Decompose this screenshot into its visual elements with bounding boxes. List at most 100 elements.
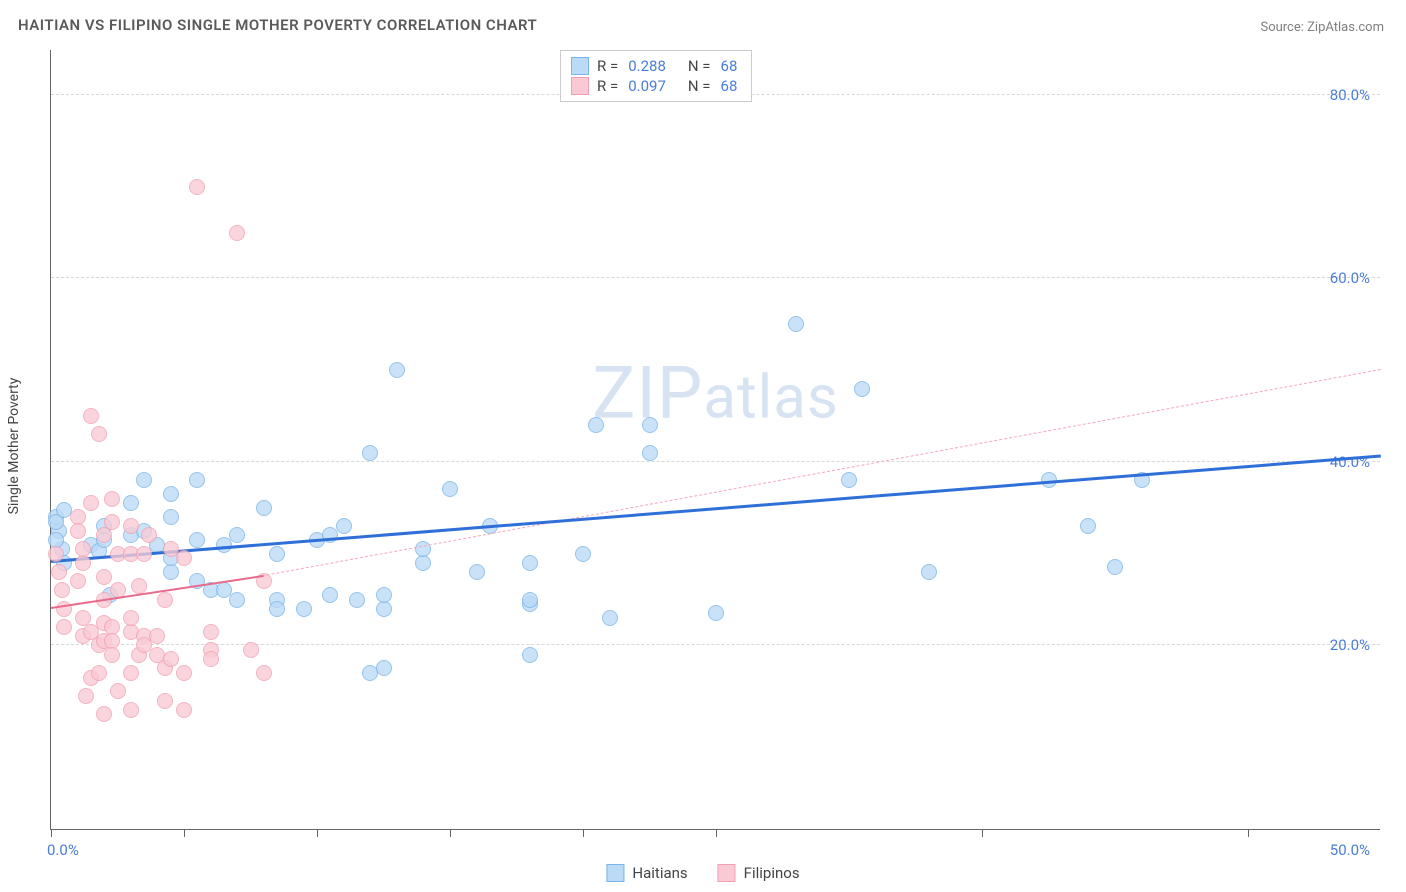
scatter-point bbox=[96, 569, 112, 585]
scatter-point bbox=[141, 527, 157, 543]
scatter-point bbox=[176, 665, 192, 681]
scatter-point bbox=[203, 651, 219, 667]
scatter-point bbox=[229, 225, 245, 241]
scatter-point bbox=[708, 605, 724, 621]
scatter-point bbox=[104, 491, 120, 507]
scatter-point bbox=[362, 445, 378, 461]
scatter-point bbox=[189, 179, 205, 195]
legend-item: Filipinos bbox=[718, 864, 800, 882]
scatter-point bbox=[522, 555, 538, 571]
scatter-point bbox=[123, 610, 139, 626]
x-tick bbox=[1248, 829, 1249, 837]
scatter-point bbox=[104, 647, 120, 663]
scatter-point bbox=[70, 573, 86, 589]
scatter-point bbox=[389, 362, 405, 378]
scatter-point bbox=[163, 564, 179, 580]
scatter-point bbox=[149, 628, 165, 644]
y-tick-label: 20.0% bbox=[1330, 636, 1370, 654]
scatter-point bbox=[96, 706, 112, 722]
scatter-point bbox=[123, 702, 139, 718]
y-tick-label: 60.0% bbox=[1330, 269, 1370, 287]
scatter-point bbox=[256, 665, 272, 681]
legend-R-value: 0.288 bbox=[628, 57, 666, 75]
scatter-point bbox=[104, 514, 120, 530]
gridline bbox=[51, 277, 1380, 278]
scatter-point bbox=[163, 651, 179, 667]
scatter-point bbox=[243, 642, 259, 658]
legend-label: Haitians bbox=[632, 864, 687, 882]
scatter-point bbox=[322, 587, 338, 603]
scatter-point bbox=[376, 601, 392, 617]
scatter-point bbox=[189, 472, 205, 488]
scatter-point bbox=[854, 381, 870, 397]
x-tick bbox=[184, 829, 185, 837]
scatter-point bbox=[349, 592, 365, 608]
x-tick bbox=[583, 829, 584, 837]
scatter-point bbox=[75, 555, 91, 571]
scatter-point bbox=[921, 564, 937, 580]
plot-area: ZIPatlas 20.0%40.0%60.0%80.0%0.0%50.0% bbox=[50, 50, 1380, 830]
scatter-point bbox=[203, 624, 219, 640]
stats-legend: R = 0.288N = 68R = 0.097N = 68 bbox=[560, 50, 752, 102]
scatter-point bbox=[51, 564, 67, 580]
scatter-point bbox=[256, 500, 272, 516]
scatter-point bbox=[70, 523, 86, 539]
legend-R-label: R = bbox=[597, 77, 618, 95]
legend-R-value: 0.097 bbox=[628, 77, 666, 95]
legend-swatch bbox=[718, 864, 736, 882]
scatter-point bbox=[54, 582, 70, 598]
chart-title: HAITIAN VS FILIPINO SINGLE MOTHER POVERT… bbox=[18, 16, 537, 34]
x-tick-label: 0.0% bbox=[47, 841, 79, 859]
scatter-point bbox=[136, 546, 152, 562]
scatter-point bbox=[575, 546, 591, 562]
scatter-point bbox=[522, 592, 538, 608]
scatter-point bbox=[75, 541, 91, 557]
scatter-point bbox=[48, 546, 64, 562]
scatter-point bbox=[841, 472, 857, 488]
scatter-point bbox=[123, 495, 139, 511]
scatter-point bbox=[96, 527, 112, 543]
scatter-point bbox=[269, 546, 285, 562]
scatter-point bbox=[83, 495, 99, 511]
scatter-point bbox=[123, 665, 139, 681]
y-tick-label: 80.0% bbox=[1330, 86, 1370, 104]
x-tick bbox=[450, 829, 451, 837]
scatter-point bbox=[376, 587, 392, 603]
scatter-point bbox=[163, 509, 179, 525]
scatter-point bbox=[91, 426, 107, 442]
legend-N-value: 68 bbox=[721, 57, 738, 75]
stats-legend-row: R = 0.288 N = 68 bbox=[571, 57, 741, 75]
scatter-point bbox=[131, 578, 147, 594]
scatter-point bbox=[336, 518, 352, 534]
scatter-point bbox=[176, 702, 192, 718]
x-tick bbox=[716, 829, 717, 837]
scatter-point bbox=[602, 610, 618, 626]
scatter-point bbox=[136, 472, 152, 488]
legend-item: Haitians bbox=[606, 864, 687, 882]
series-legend: Haitians Filipinos bbox=[606, 864, 799, 882]
legend-label: Filipinos bbox=[744, 864, 800, 882]
scatter-point bbox=[469, 564, 485, 580]
scatter-point bbox=[78, 688, 94, 704]
scatter-point bbox=[123, 518, 139, 534]
scatter-point bbox=[163, 486, 179, 502]
y-axis-title: Single Mother Poverty bbox=[6, 378, 22, 515]
scatter-point bbox=[176, 550, 192, 566]
scatter-point bbox=[189, 532, 205, 548]
scatter-point bbox=[642, 417, 658, 433]
source-attribution: Source: ZipAtlas.com bbox=[1260, 20, 1384, 35]
legend-N-label: N = bbox=[688, 77, 711, 95]
scatter-point bbox=[56, 619, 72, 635]
chart-container: HAITIAN VS FILIPINO SINGLE MOTHER POVERT… bbox=[0, 0, 1406, 892]
x-tick bbox=[982, 829, 983, 837]
scatter-point bbox=[522, 647, 538, 663]
scatter-point bbox=[1107, 559, 1123, 575]
legend-N-label: N = bbox=[688, 57, 711, 75]
scatter-point bbox=[157, 592, 173, 608]
scatter-point bbox=[157, 693, 173, 709]
legend-R-label: R = bbox=[597, 57, 618, 75]
scatter-point bbox=[83, 408, 99, 424]
scatter-point bbox=[415, 555, 431, 571]
scatter-point bbox=[91, 665, 107, 681]
scatter-point bbox=[269, 601, 285, 617]
